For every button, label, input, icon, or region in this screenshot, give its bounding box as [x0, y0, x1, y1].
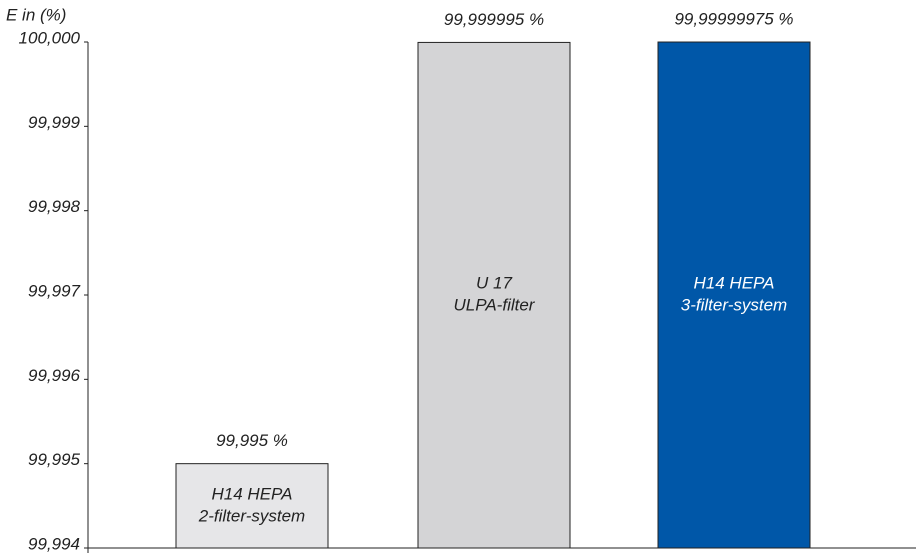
value-label: 99,995 % [216, 431, 288, 450]
bar [657, 41, 811, 549]
y-tick-label: 99,999 [28, 113, 81, 132]
category-label: 2-filter-system [198, 506, 305, 525]
bar [417, 41, 571, 549]
y-tick-label: 99,995 [28, 450, 81, 469]
y-axis-label: E in (%) [6, 5, 66, 24]
category-label: ULPA-filter [454, 296, 536, 315]
y-tick-label: 99,994 [28, 534, 80, 553]
y-tick-label: 99,996 [28, 366, 81, 385]
category-label: U 17 [476, 274, 512, 293]
y-tick-label: 99,998 [28, 197, 81, 216]
bar [175, 463, 329, 549]
y-tick-label: 99,997 [28, 281, 81, 300]
category-label: 3-filter-system [681, 295, 787, 314]
category-label: H14 HEPA [212, 484, 293, 503]
value-label: 99,999995 % [444, 10, 544, 29]
category-label: H14 HEPA [694, 273, 775, 292]
y-tick-label: 100,000 [19, 28, 81, 47]
value-label: 99,99999975 % [674, 10, 793, 29]
